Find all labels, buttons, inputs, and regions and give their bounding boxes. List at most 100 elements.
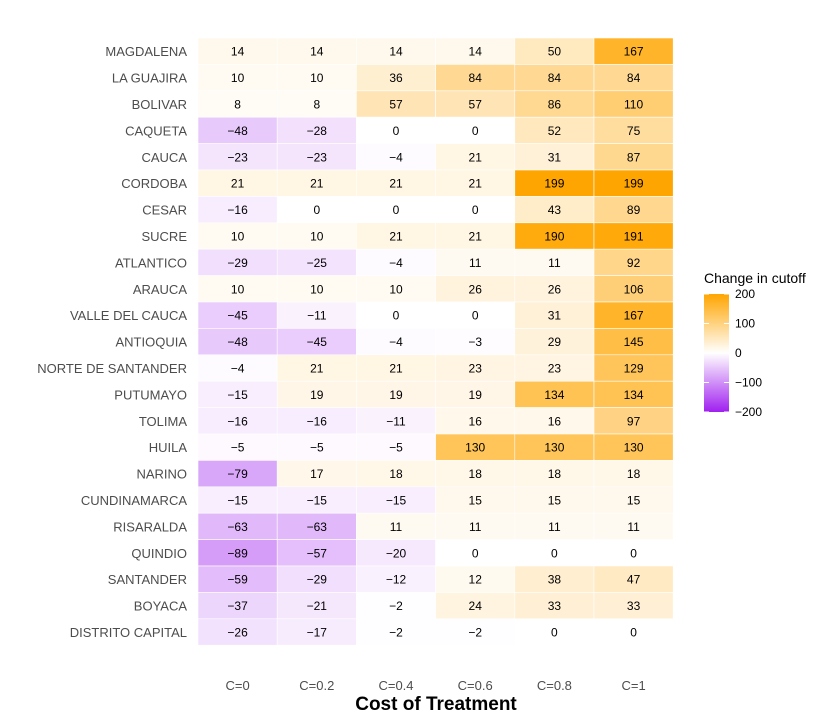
heatmap-cell bbox=[197, 275, 278, 303]
heatmap-cell bbox=[197, 433, 278, 461]
heatmap-cell bbox=[435, 328, 516, 356]
heatmap-cell bbox=[593, 248, 674, 276]
cell-value-label: 191 bbox=[624, 230, 644, 244]
heatmap-cell bbox=[276, 37, 357, 65]
y-tick-label: ATLANTICO bbox=[115, 255, 187, 270]
cell-value-label: −5 bbox=[310, 441, 324, 455]
y-axis-labels: MAGDALENA LA GUAJIRA BOLIVAR CAQUETA CAUCA CO… bbox=[37, 44, 187, 640]
heatmap-cell bbox=[593, 222, 674, 250]
cell-value-label: 33 bbox=[548, 599, 562, 613]
cell-value-label: 8 bbox=[234, 98, 241, 112]
heatmap-cell bbox=[593, 116, 674, 144]
heatmap-cell bbox=[514, 592, 595, 620]
cell-value-label: 97 bbox=[627, 414, 641, 428]
cell-value-label: −11 bbox=[386, 414, 406, 428]
heatmap-cell bbox=[356, 196, 436, 224]
heatmap-cell bbox=[197, 328, 278, 356]
cell-value-label: −48 bbox=[227, 124, 248, 138]
heatmap-cell bbox=[593, 169, 674, 197]
heatmap-cell bbox=[197, 592, 278, 620]
cell-value-label: 0 bbox=[472, 309, 479, 323]
heatmap-cell bbox=[593, 37, 674, 65]
cell-value-label: 57 bbox=[469, 98, 483, 112]
cell-value-label: 16 bbox=[469, 414, 483, 428]
cell-value-label: −21 bbox=[307, 599, 328, 613]
cell-value-label: −5 bbox=[389, 441, 403, 455]
heatmap-cell bbox=[593, 433, 674, 461]
cell-value-label: −4 bbox=[231, 362, 245, 376]
x-tick-label: C=0.2 bbox=[299, 678, 334, 693]
cell-value-label: 11 bbox=[548, 520, 561, 534]
cell-value-label: −16 bbox=[307, 414, 328, 428]
y-tick-label: CESAR bbox=[142, 203, 187, 218]
heatmap-cell bbox=[593, 407, 674, 435]
cell-value-label: 47 bbox=[627, 573, 641, 587]
heatmap-cell bbox=[435, 460, 516, 488]
cell-value-label: 10 bbox=[310, 71, 324, 85]
y-tick-label: CORDOBA bbox=[121, 176, 187, 191]
y-tick-label: ANTIOQUIA bbox=[115, 335, 187, 350]
cell-value-label: −48 bbox=[227, 335, 248, 349]
heatmap-cell bbox=[435, 512, 516, 540]
cell-value-label: −89 bbox=[227, 546, 248, 560]
cell-value-label: 21 bbox=[469, 230, 483, 244]
cell-value-label: 36 bbox=[389, 71, 403, 85]
heatmap-cell bbox=[276, 486, 357, 514]
cell-value-label: −23 bbox=[227, 150, 248, 164]
y-tick-label: LA GUAJIRA bbox=[112, 71, 187, 86]
legend-tick-label: −100 bbox=[735, 376, 762, 390]
y-tick-label: NORTE DE SANTANDER bbox=[37, 361, 187, 376]
heatmap-cell bbox=[593, 64, 674, 92]
y-tick-label: ARAUCA bbox=[133, 282, 188, 297]
cell-value-label: 129 bbox=[624, 362, 644, 376]
cell-value-label: −15 bbox=[386, 494, 407, 508]
cell-value-label: 0 bbox=[393, 124, 400, 138]
cell-value-label: 21 bbox=[469, 177, 483, 191]
cell-value-label: −3 bbox=[468, 335, 482, 349]
cell-value-label: −4 bbox=[389, 335, 403, 349]
heatmap-cell bbox=[435, 64, 516, 92]
legend-tick-label: −200 bbox=[735, 405, 762, 419]
cell-value-label: −17 bbox=[307, 626, 328, 640]
heatmap-cell bbox=[197, 565, 278, 593]
heatmap-cell bbox=[514, 275, 595, 303]
cell-value-label: −20 bbox=[386, 546, 407, 560]
cell-value-label: 0 bbox=[472, 546, 479, 560]
cell-value-label: −2 bbox=[389, 626, 403, 640]
cell-value-label: 23 bbox=[548, 362, 562, 376]
cell-value-label: 21 bbox=[231, 177, 245, 191]
heatmap-cell bbox=[593, 196, 674, 224]
heatmap-cell bbox=[435, 143, 516, 171]
heatmap-cell bbox=[593, 486, 674, 514]
heatmap-cell bbox=[514, 539, 595, 567]
heatmap-cell bbox=[276, 328, 357, 356]
heatmap-cell bbox=[514, 143, 595, 171]
heatmap-cell bbox=[197, 248, 278, 276]
heatmap-cell bbox=[435, 354, 516, 382]
cell-value-label: −15 bbox=[307, 494, 328, 508]
cell-value-label: 50 bbox=[548, 45, 562, 59]
y-tick-label: QUINDIO bbox=[131, 546, 187, 561]
heatmap-cell bbox=[356, 37, 436, 65]
cell-value-label: 11 bbox=[548, 256, 561, 270]
heatmap-cell bbox=[435, 380, 516, 408]
x-tick-label: C=0.6 bbox=[458, 678, 493, 693]
heatmap-cell bbox=[197, 539, 278, 567]
heatmap-cell bbox=[435, 539, 516, 567]
heatmap-cell bbox=[593, 354, 674, 382]
heatmap-cell bbox=[197, 460, 278, 488]
heatmap-cell bbox=[356, 380, 436, 408]
cell-value-label: 0 bbox=[393, 203, 400, 217]
cell-value-label: 84 bbox=[627, 71, 641, 85]
cell-value-label: 26 bbox=[548, 282, 562, 296]
x-tick-label: C=0 bbox=[225, 678, 249, 693]
heatmap-cell bbox=[276, 275, 357, 303]
cell-value-label: 10 bbox=[389, 282, 403, 296]
cell-value-label: −63 bbox=[307, 520, 328, 534]
cell-value-label: 106 bbox=[624, 282, 644, 296]
cell-value-label: 10 bbox=[310, 230, 324, 244]
cell-value-label: −29 bbox=[227, 256, 248, 270]
cell-value-label: −25 bbox=[307, 256, 328, 270]
cell-value-label: −11 bbox=[307, 309, 327, 323]
cell-value-label: 18 bbox=[627, 467, 641, 481]
